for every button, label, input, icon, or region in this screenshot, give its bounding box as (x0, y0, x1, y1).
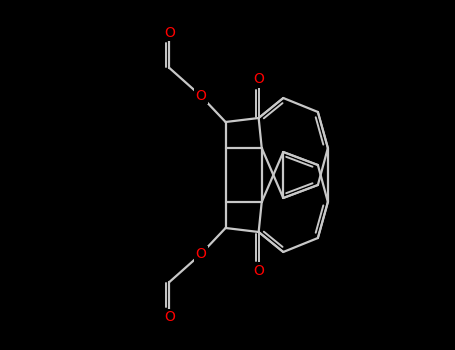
Text: O: O (164, 310, 175, 324)
Text: O: O (253, 264, 264, 278)
Text: O: O (253, 72, 264, 86)
Text: O: O (164, 26, 175, 40)
Text: O: O (196, 247, 207, 261)
Text: O: O (196, 89, 207, 103)
